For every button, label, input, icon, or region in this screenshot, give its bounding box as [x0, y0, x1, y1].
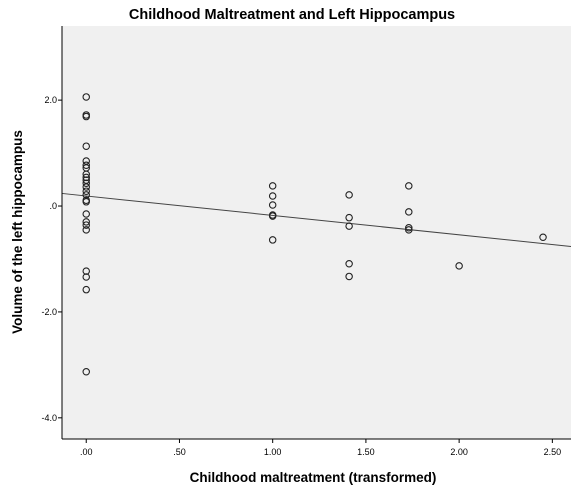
data-point [82, 183, 90, 191]
data-point [455, 262, 463, 270]
data-point [345, 259, 353, 268]
data-point [268, 236, 277, 244]
y-tick-label: 2.0 [44, 95, 57, 105]
data-point [268, 212, 277, 220]
x-tick-label: 1.50 [357, 447, 375, 457]
data-point [82, 142, 90, 150]
data-point [82, 112, 90, 121]
data-point [539, 233, 547, 242]
x-tick-label: 1.00 [264, 447, 282, 457]
data-point [82, 187, 90, 195]
data-point [82, 267, 90, 275]
y-axis-label: Volume of the left hippocampus [10, 130, 25, 334]
plot-area [62, 26, 571, 439]
data-point [345, 272, 353, 281]
data-point [345, 222, 353, 230]
data-point [345, 213, 353, 222]
data-point [82, 226, 90, 234]
x-tick-label: 2.00 [450, 447, 468, 457]
data-point [405, 208, 413, 216]
data-point [405, 223, 413, 232]
x-axis-label: Childhood maltreatment (transformed) [190, 470, 437, 485]
data-point [405, 226, 413, 234]
data-point [82, 170, 90, 179]
x-tick-label: 2.50 [544, 447, 562, 457]
fit-line [61, 192, 571, 247]
y-tick-label: .0 [49, 201, 57, 211]
data-point [405, 182, 413, 190]
data-point [82, 179, 90, 188]
data-point [82, 161, 90, 170]
data-point [345, 191, 353, 199]
data-point [82, 273, 90, 281]
fit-line-layer [61, 192, 571, 247]
data-point [82, 221, 90, 229]
data-point [82, 218, 90, 226]
y-tick-label: -2.0 [41, 307, 57, 317]
x-tick-label: .00 [80, 447, 93, 457]
data-point [82, 285, 90, 294]
data-point [268, 182, 277, 190]
data-point [268, 201, 277, 209]
chart-title: Childhood Maltreatment and Left Hippocam… [129, 7, 455, 23]
axes-layer: .00 .50 1.00 1.50 2.00 2.50 2.0 .0 -2.0 -4.0 [41, 26, 571, 457]
data-point [268, 192, 277, 200]
data-point [82, 198, 90, 206]
data-point [82, 368, 90, 376]
data-point [82, 93, 90, 101]
x-tick-label: .50 [173, 447, 186, 457]
data-point [82, 173, 90, 182]
y-tick-label: -4.0 [41, 413, 57, 423]
points-layer [82, 93, 547, 376]
data-point [82, 210, 90, 218]
